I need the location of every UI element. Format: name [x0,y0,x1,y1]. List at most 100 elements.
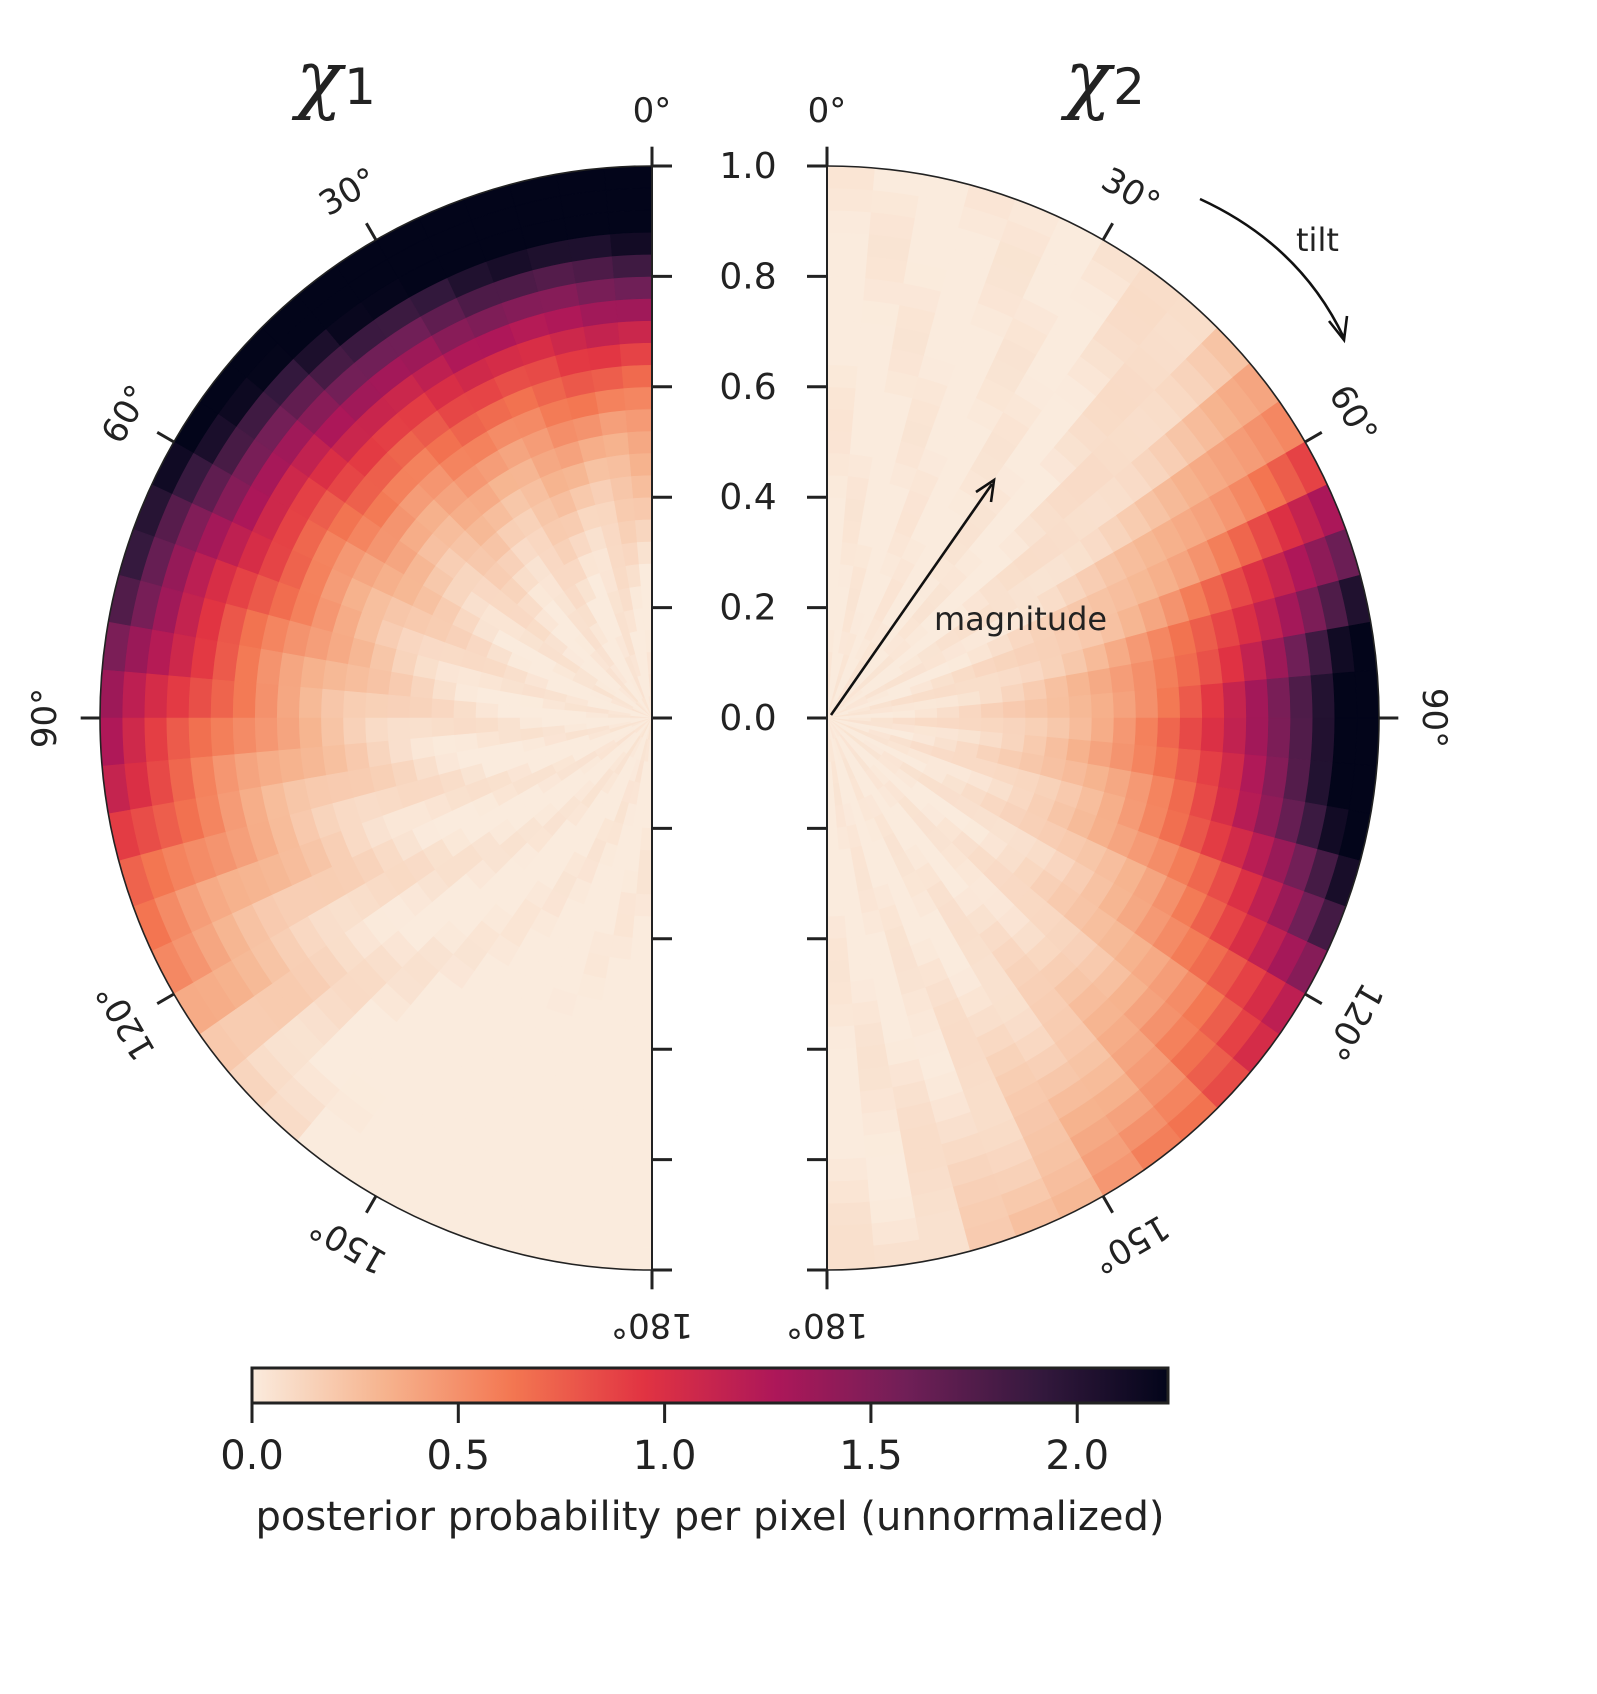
magnitude-arrow [829,483,994,716]
heatmap-cell [99,669,125,719]
heatmap-cell [603,1245,653,1271]
heatmap-cell [1244,717,1269,757]
heatmap-cell [1200,683,1225,719]
heatmap-cell [826,937,849,962]
heatmap-cell [1131,744,1158,776]
heatmap-cell [826,187,874,213]
heatmap-cell [826,298,864,323]
angular-tick-label-chi1: 120° [88,976,164,1067]
heatmap-cell [1152,656,1180,690]
heatmap-cell [605,956,632,983]
heatmap-cell [826,518,845,543]
colorbar-tick-label: 1.5 [839,1433,903,1479]
colorbar-ticks: 0.0 0.5 1.0 1.5 2.0 [220,1403,1109,1479]
radial-tick-label: 1.0 [719,146,776,187]
radial-ticks-chi2 [807,164,827,1272]
heatmap-cell [617,891,637,917]
angular-tick-label-chi1: 180° [611,1305,693,1345]
polar-outline-chi2 [826,165,1380,1271]
heatmap-cell [847,453,874,480]
heatmap-cell [1109,742,1136,773]
heatmap-cell [1310,673,1336,719]
heatmap-cells-chi1 [99,165,653,1271]
heatmap-cell [386,717,411,742]
heatmap-cell [1332,671,1358,719]
polar-outline-chi1 [99,165,653,1271]
heatmap-cell [914,708,938,719]
heatmap-cell [642,805,653,829]
heatmap-cell [1087,740,1114,769]
heatmap-cell [826,1113,864,1138]
heatmap-cell [1354,717,1380,767]
angular-tick-label-chi2: 60° [1320,378,1385,450]
heatmap-cell [859,1087,897,1115]
heatmap-cell [624,408,653,433]
heatmap-cell [342,717,367,746]
heatmap-cell [1134,717,1159,748]
heatmap-cell [826,1135,866,1160]
heatmap-cell [387,671,414,698]
heatmap-cell [603,165,653,191]
colorbar: 0.0 0.5 1.0 1.5 2.0 posterior probability pe… [220,1366,1170,1540]
heatmap-cell [826,1223,874,1249]
heatmap-cell [628,959,653,984]
heatmap-cell [826,320,862,345]
heatmap-cell [365,667,392,696]
heatmap-cell [607,209,653,235]
heatmap-cell [99,717,125,767]
title-chi1: χ1 [291,33,376,122]
heatmap-cell [453,683,479,703]
heatmap-cell [232,681,257,719]
angular-tick-label-chi2: 30° [1094,160,1166,225]
colorbar-label: posterior probability per pixel (unnorma… [255,1494,1164,1540]
heatmap-cell [121,671,147,719]
heatmap-cell [165,717,191,761]
angular-tick [1101,222,1114,241]
heatmap-cell [618,342,653,367]
heatmap-cell [618,1069,653,1094]
heatmap-cell [594,387,626,414]
heatmap-cell [1288,675,1314,719]
heatmap-cell [452,700,477,719]
heatmap-cell [849,431,878,458]
heatmap-cell [826,408,855,433]
heatmap-cell [1022,679,1048,702]
heatmap-cell [255,648,283,686]
heatmap-cell [826,1201,872,1227]
heatmap-cell [1112,717,1137,746]
heatmap-cell [320,717,345,748]
heatmap-cell [853,1022,885,1049]
heatmap-cell [277,748,305,784]
heatmap-cell [826,231,870,257]
heatmap-cell [826,563,841,587]
heatmap-cell [1131,660,1158,692]
heatmap-cell [826,364,859,389]
heatmap-cell [143,673,169,719]
heatmap-cell [497,717,521,732]
heatmap-cell [1152,746,1180,780]
heatmap-cell [609,935,634,961]
colorbar-tick-label: 1.0 [633,1433,697,1479]
heatmap-cell [826,342,861,367]
heatmap-cell [826,541,843,565]
heatmap-cell [1196,750,1224,788]
angular-tick [156,431,175,444]
radial-tick-label: 0.2 [719,588,776,629]
heatmap-cell [826,496,847,521]
heatmap-cell [1046,717,1071,740]
heatmap-cell [594,1022,626,1049]
heatmap-cell [519,706,543,719]
radial-ticks-chi1 [652,164,672,1272]
heatmap-cell [607,1201,653,1227]
heatmap-cell [826,1047,859,1072]
heatmap-cell [1266,717,1292,759]
heatmap-cell [597,409,628,436]
tilt-arrow [1199,197,1346,339]
heatmap-cell [582,1087,620,1115]
heatmap-cell [276,717,301,752]
heatmap-cell [601,431,630,458]
heatmap-cell [586,343,622,371]
heatmap-cell [620,364,653,389]
heatmap-cell [1156,686,1181,719]
